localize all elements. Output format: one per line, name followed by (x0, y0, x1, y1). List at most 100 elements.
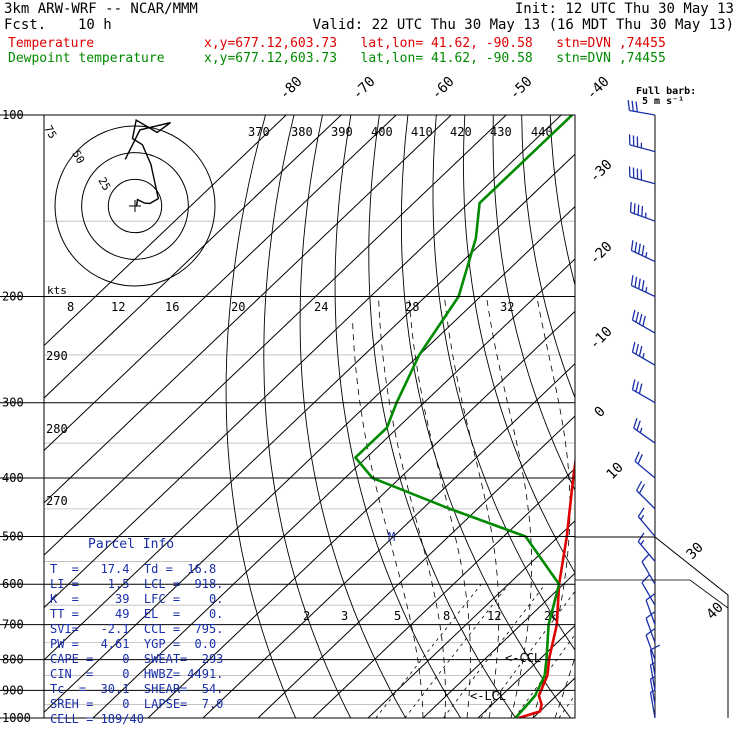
wind-barb (629, 201, 656, 222)
isotherm-label: -80 (277, 74, 306, 103)
wind-barb (631, 309, 656, 334)
hodograph-ring-label: 25 (95, 175, 113, 193)
lower-frame (575, 579, 729, 609)
lcl-annotation: <-LCL (470, 689, 506, 703)
legend-temperature: Temperature (8, 36, 95, 51)
parcel-row: SREH = 0 LAPSE= 7.0 (50, 697, 224, 711)
hodograph-ring (107, 178, 163, 234)
parcel-row: CIN = 0 HWBZ= 4491. (50, 667, 224, 681)
theta-label: 380 (291, 125, 313, 139)
wind-barb (631, 341, 656, 366)
parcel-info-panel: Parcel Info T = 17.4 Td = 16.8 LI = 1.5 … (44, 537, 240, 727)
wind-barb (641, 553, 656, 585)
mixing-ratio-label: 3 (341, 609, 348, 623)
wind-barb (631, 379, 656, 404)
theta-label: 280 (46, 422, 68, 436)
hodograph-units: kts (47, 284, 67, 297)
isotherm-label: -40 (584, 74, 613, 103)
dry-adiabat (334, 115, 462, 718)
wind-barb (645, 628, 656, 660)
wind-barb (634, 451, 656, 479)
isotherm-line (44, 115, 507, 556)
dry-adiabat (693, 115, 740, 731)
wind-barb (630, 240, 656, 263)
theta-label: 440 (531, 125, 553, 139)
dry-adiabat (492, 115, 575, 492)
isotherm-label: -60 (429, 74, 458, 103)
dry-adiabat (664, 115, 740, 731)
parcel-row: CAPE = 0 SWEAT= 293 (50, 652, 224, 666)
isotherm-label: -10 (587, 324, 616, 353)
valid-time: Valid: 22 UTC Thu 30 May 13 (16 MDT Thu … (312, 17, 734, 33)
wind-barb (628, 134, 656, 153)
isotherm-line (698, 115, 740, 718)
mixing-ratio-label: 5 (394, 609, 401, 623)
mixing-ratio-label: 12 (487, 609, 501, 623)
dry-adiabat (432, 115, 575, 651)
temperature-profile (518, 455, 575, 718)
mixing-ratio-top-label: 24 (314, 300, 328, 314)
isotherm-line (44, 153, 575, 661)
mixing-ratio-line (558, 694, 575, 718)
wind-barb (636, 481, 656, 510)
parcel-row: CELL = 189/40 (50, 712, 144, 726)
theta-label: 390 (331, 125, 353, 139)
hodograph-ring-label: 50 (69, 148, 87, 166)
dry-adiabat (368, 115, 517, 718)
isotherm-line (643, 115, 740, 718)
isotherm-line (92, 258, 575, 718)
parcel-row: Tc = 30.1 SHEAR= 54. (50, 682, 224, 696)
wind-barb (628, 166, 656, 185)
barb-legend: Full barb: (636, 86, 696, 97)
isotherm-label: -30 (587, 157, 616, 186)
parcel-row: T = 17.4 Td = 16.8 (50, 562, 217, 576)
dry-adiabat (263, 115, 352, 718)
isotherm-line (312, 467, 575, 718)
mixing-ratio-top-label: 28 (405, 300, 419, 314)
isotherm-line (367, 520, 575, 718)
isotherm-line (44, 205, 575, 713)
mixing-ratio-label: 8 (443, 609, 450, 623)
theta-label: 400 (371, 125, 393, 139)
theta-label: 370 (248, 125, 270, 139)
parcel-row: K = 39 LFC = 0. (50, 592, 224, 606)
mixing-ratio-line (375, 583, 482, 718)
moist-adiabat (352, 321, 424, 718)
isotherm-line (588, 115, 740, 718)
dry-adiabat (521, 115, 575, 399)
forecast-hour: 10 h (78, 17, 112, 33)
isotherm-label: -70 (350, 74, 379, 103)
theta-label: 290 (46, 349, 68, 363)
parcel-row: SVI= -2.1 CCL = 795. (50, 622, 224, 636)
isotherm-label: 30 (684, 540, 707, 563)
hodograph-trace (124, 118, 172, 207)
isotherm-line (147, 310, 575, 718)
isotherm-line (532, 677, 575, 718)
mixing-ratio-top-label: 20 (231, 300, 245, 314)
isotherm-label: 10 (604, 460, 627, 483)
wind-barb (627, 100, 656, 116)
init-time: Init: 12 UTC Thu 30 May 13 (514, 1, 734, 17)
isotherm-line (202, 363, 575, 718)
isotherm-line (44, 115, 562, 609)
temperature-station-info: x,y=677.12,603.73 lat,lon= 41.62, -90.58… (204, 36, 666, 51)
moist-adiabat (577, 297, 670, 719)
legend-dewpoint: Dewpoint temperature (8, 51, 165, 66)
mixing-ratio-line (443, 583, 546, 718)
dry-adiabat (636, 115, 740, 731)
isotherm-line (422, 572, 575, 718)
mixing-ratio-top-label: 32 (500, 300, 514, 314)
parcel-row: PW = 4.61 YGP = 0.0 (50, 637, 217, 651)
mixing-ratio-line (404, 583, 510, 718)
wind-barb (637, 507, 656, 537)
lower-frame (575, 536, 729, 718)
wind-barb (645, 593, 656, 625)
wind-barb (630, 275, 656, 298)
hodograph-ring-label: 75 (41, 123, 59, 141)
dry-adiabat (607, 115, 740, 731)
forecast-label: Fcst. (4, 17, 47, 33)
isotherm-label: -20 (587, 239, 616, 268)
moist-marker: M (388, 530, 395, 544)
parcel-row: TT = 49 EL = 0. (50, 607, 224, 621)
